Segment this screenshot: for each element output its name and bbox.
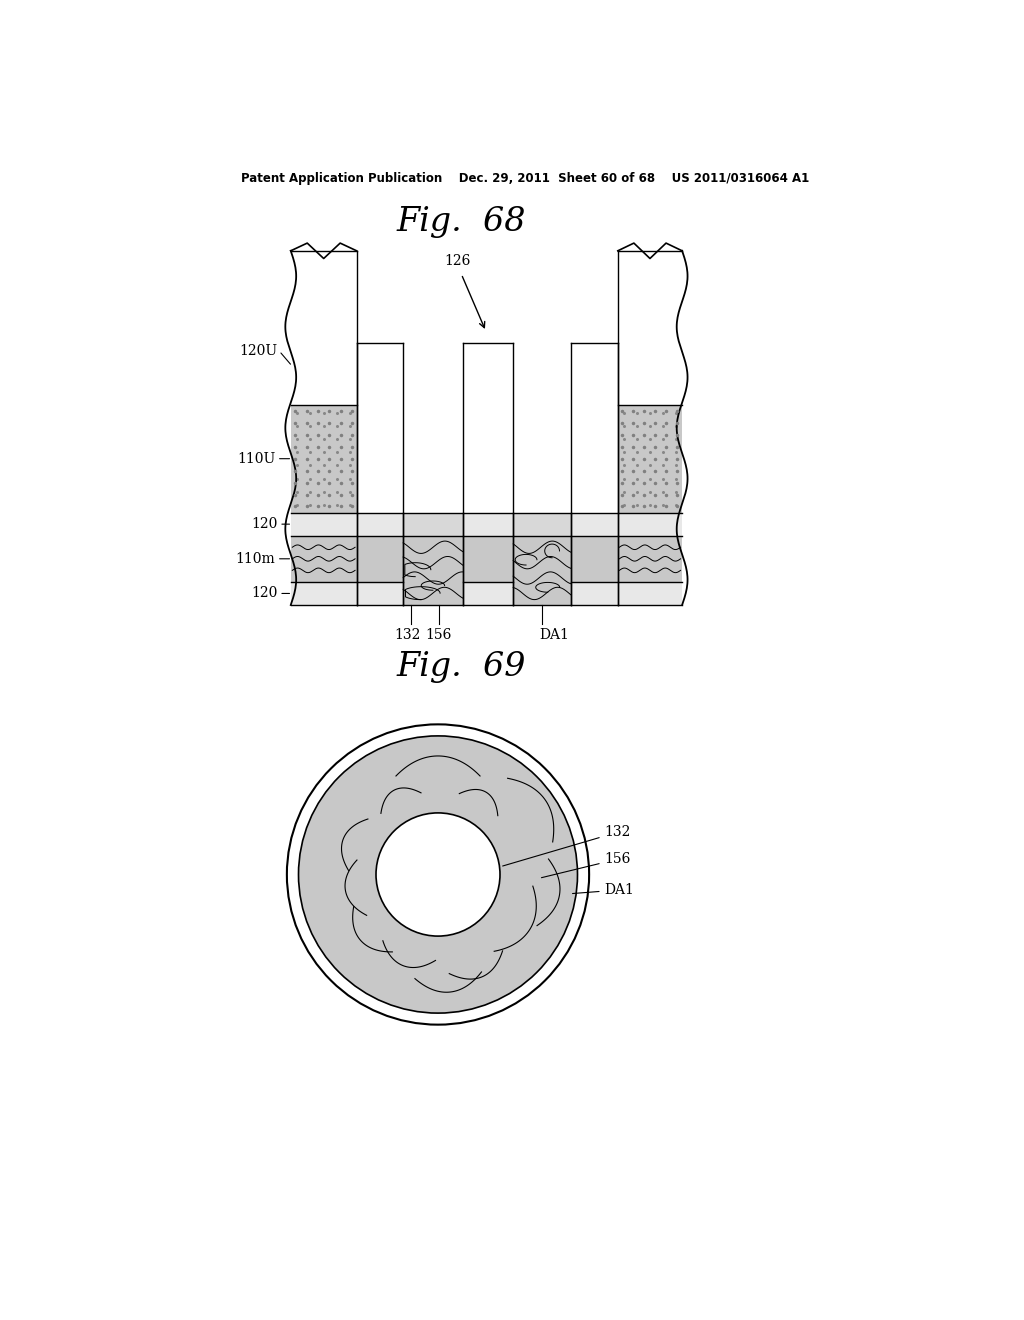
Bar [403,512,463,536]
Text: 156: 156 [426,628,453,642]
Circle shape [287,725,589,1024]
Bar [513,536,571,605]
Text: 120: 120 [251,517,278,531]
Bar [356,582,403,605]
Bar [617,405,682,512]
Text: 126: 126 [444,253,471,268]
Bar [356,536,403,582]
Text: 132: 132 [394,628,420,642]
Text: 110U: 110U [237,451,275,466]
Text: 110m: 110m [236,552,275,566]
Bar [513,512,571,536]
Bar [571,582,617,605]
Text: DA1: DA1 [539,628,568,642]
Text: Fig.  69: Fig. 69 [396,651,526,684]
Bar [617,582,682,605]
Bar [463,536,513,582]
Text: Fig.  68: Fig. 68 [396,206,526,238]
Bar [356,343,403,512]
Bar [571,512,617,536]
Bar [617,536,682,582]
Bar [463,512,513,536]
Bar [291,582,356,605]
Bar [356,512,403,536]
Bar [571,343,617,512]
Circle shape [385,822,490,927]
Text: DA1: DA1 [572,883,635,896]
Bar [291,536,356,582]
Text: 120U: 120U [240,345,278,358]
Bar [291,405,356,512]
Bar [291,251,356,405]
Text: 156: 156 [542,853,631,878]
Bar [571,536,617,582]
Bar [403,536,463,605]
Text: 132: 132 [503,825,631,866]
Text: Patent Application Publication    Dec. 29, 2011  Sheet 60 of 68    US 2011/03160: Patent Application Publication Dec. 29, … [241,173,809,185]
Bar [617,512,682,536]
Circle shape [376,813,500,936]
Bar [463,582,513,605]
Bar [463,343,513,512]
Circle shape [299,737,578,1014]
Bar [291,512,356,536]
Bar [617,251,682,405]
Text: 120: 120 [251,586,278,601]
